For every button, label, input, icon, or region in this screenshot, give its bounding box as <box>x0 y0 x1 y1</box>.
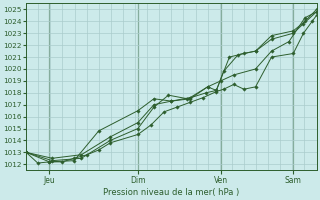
X-axis label: Pression niveau de la mer( hPa ): Pression niveau de la mer( hPa ) <box>103 188 239 197</box>
